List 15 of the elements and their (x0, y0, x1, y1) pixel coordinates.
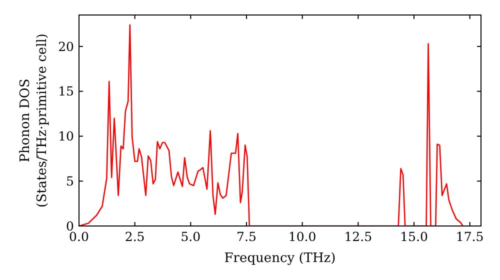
line-series (79, 24, 464, 226)
x-tick-label: 7.5 (236, 229, 256, 244)
y-tick-label: 15 (58, 84, 74, 99)
x-tick-label: 10.0 (288, 229, 316, 244)
x-tick-label: 12.5 (344, 229, 372, 244)
y-tick-label: 10 (58, 128, 74, 144)
y-tick-label: 5 (66, 173, 74, 188)
y-tick-label: 20 (58, 38, 74, 54)
y-axis-title: Phonon DOS (States/THz·primitive cell) (18, 33, 50, 208)
x-tick-label: 15.0 (400, 229, 428, 244)
x-axis-title: Frequency (THz) (224, 251, 336, 266)
x-tick-label: 17.5 (456, 229, 484, 244)
x-tick-label: 5.0 (180, 229, 201, 244)
x-tick-label: 2.5 (124, 229, 145, 244)
x-tick-label: 0.0 (69, 229, 89, 244)
